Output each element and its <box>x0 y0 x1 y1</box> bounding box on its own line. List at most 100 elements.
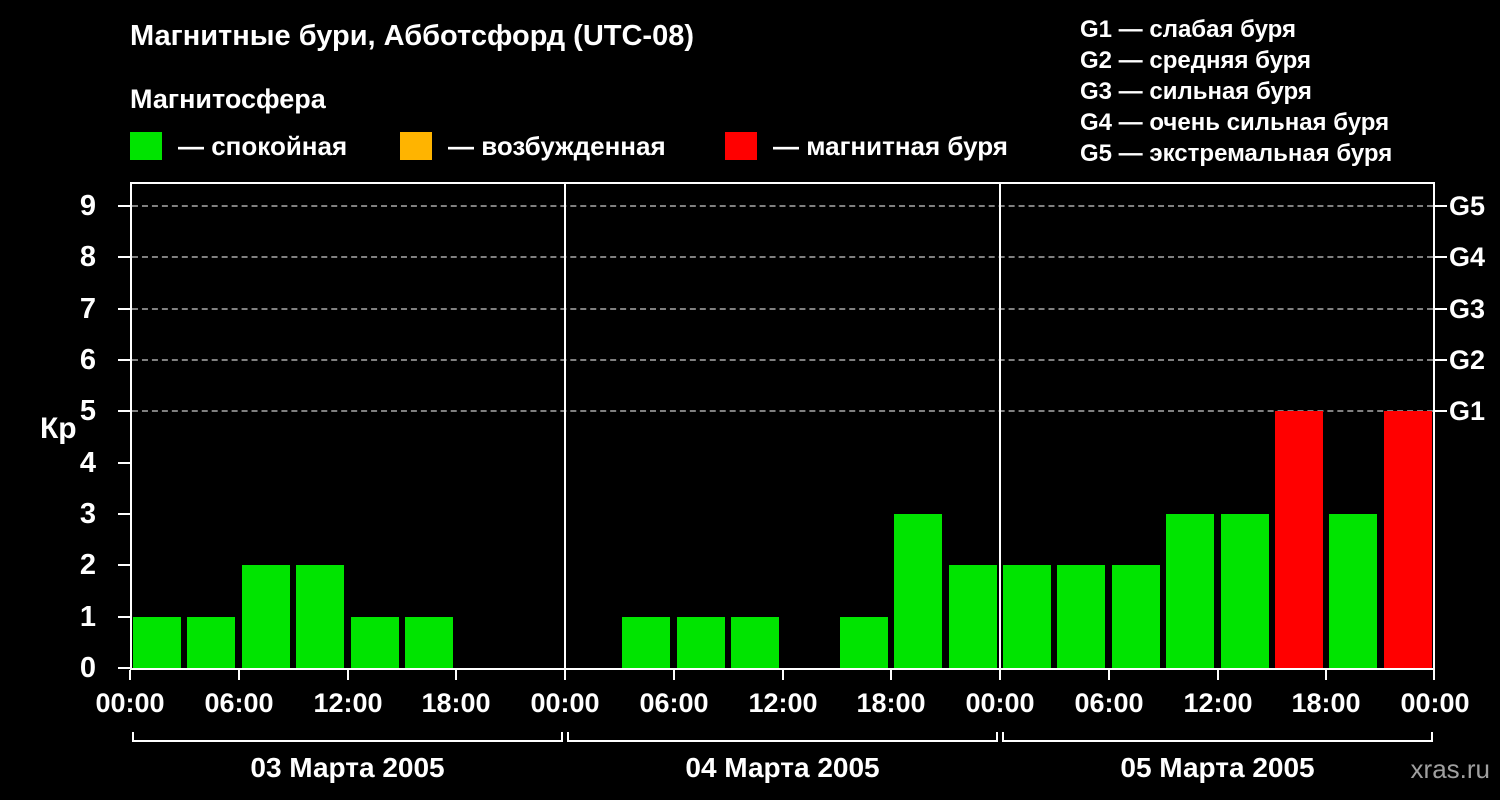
time-label: 00:00 <box>95 688 165 718</box>
legend-item: — магнитная буря <box>725 129 1008 163</box>
date-axis: 03 Марта 2005 04 Марта 2005 05 Марта 2005 <box>130 732 1435 796</box>
chart-title: Магнитные бури, Абботсфорд (UTC-08) <box>130 20 694 52</box>
plot-area <box>118 182 1447 680</box>
y-tick-label: 8 <box>79 241 96 273</box>
time-tick <box>1217 670 1219 680</box>
y-tick-label: 5 <box>79 395 96 427</box>
kp-bar <box>351 617 399 668</box>
kp-bar <box>405 617 453 668</box>
kp-bar <box>1221 514 1269 668</box>
y-axis-tick-labels: 0 1 2 3 4 5 6 7 8 9 <box>0 182 116 684</box>
time-tick <box>1325 670 1327 680</box>
kp-bar <box>1166 514 1214 668</box>
time-tick <box>347 670 349 680</box>
legend-color-swatch <box>400 132 432 160</box>
legend-item-label: — возбужденная <box>448 130 666 161</box>
y-axis-tick <box>118 359 130 361</box>
time-label: 18:00 <box>856 688 926 718</box>
kp-bar <box>1384 411 1432 668</box>
day-divider <box>999 182 1001 670</box>
date-label: 03 Марта 2005 <box>250 752 445 783</box>
time-tick <box>999 670 1001 680</box>
y-tick-label: 6 <box>79 344 96 376</box>
kp-bar <box>1057 565 1105 668</box>
gridline-g4 <box>132 256 1433 258</box>
kp-bar <box>133 617 181 668</box>
y-axis-tick <box>118 462 130 464</box>
g-level-label: G2 <box>1449 345 1486 375</box>
right-axis-tick <box>1435 410 1447 412</box>
gridline-g3 <box>132 308 1433 310</box>
time-tick <box>673 670 675 680</box>
y-axis-tick <box>118 616 130 618</box>
magnetosphere-label: Магнитосфера <box>130 84 326 114</box>
time-label: 18:00 <box>1291 688 1361 718</box>
day-bracket <box>1002 740 1433 742</box>
kp-bar <box>1003 565 1051 668</box>
time-label: 00:00 <box>1400 688 1470 718</box>
time-tick <box>238 670 240 680</box>
legend-item: — возбужденная <box>400 129 666 163</box>
time-tick <box>129 670 131 680</box>
g-legend-line: G5 — экстремальная буря <box>1080 140 1393 167</box>
time-tick <box>1433 670 1435 680</box>
y-axis-tick <box>118 410 130 412</box>
gridline-g5 <box>132 205 1433 207</box>
y-tick-label: 1 <box>79 601 96 633</box>
day-bracket-end <box>132 732 134 740</box>
legend-item: — спокойная <box>130 129 347 163</box>
kp-bar <box>677 617 725 668</box>
y-axis-tick <box>118 256 130 258</box>
time-label: 18:00 <box>421 688 491 718</box>
time-label: 00:00 <box>965 688 1035 718</box>
day-bracket-end <box>1431 732 1433 740</box>
kp-bar <box>296 565 344 668</box>
g-legend-line: G2 — средняя буря <box>1080 47 1311 74</box>
g-level-label: G1 <box>1449 396 1486 426</box>
kp-bar <box>242 565 290 668</box>
x-axis-time-labels: 00:00 06:00 12:00 18:00 00:00 06:00 12:00 18:00… <box>95 688 1469 724</box>
time-label: 12:00 <box>313 688 383 718</box>
kp-bar <box>622 617 670 668</box>
day-bracket-end <box>1002 732 1004 740</box>
legend-item-label: — магнитная буря <box>773 130 1008 161</box>
y-axis-tick <box>118 513 130 515</box>
g-legend-line: G1 — слабая буря <box>1080 16 1297 43</box>
time-tick <box>564 670 566 680</box>
g-level-label: G3 <box>1449 294 1486 324</box>
right-axis-tick <box>1435 205 1447 207</box>
legend-color-swatch <box>130 132 162 160</box>
time-label: 06:00 <box>204 688 274 718</box>
date-label: 04 Марта 2005 <box>685 752 880 783</box>
time-tick <box>1108 670 1110 680</box>
time-label: 00:00 <box>530 688 600 718</box>
right-axis-tick <box>1435 359 1447 361</box>
right-axis-tick <box>1435 308 1447 310</box>
gridline-g2 <box>132 359 1433 361</box>
magnetosphere-legend: — спокойная — возбужденная — магнитная бур… <box>130 129 1130 165</box>
kp-bar <box>187 617 235 668</box>
g-level-label: G5 <box>1449 191 1486 221</box>
y-tick-label: 7 <box>79 293 96 325</box>
plot-border-right <box>1433 182 1435 670</box>
g-level-label: G4 <box>1449 242 1486 272</box>
time-label: 12:00 <box>1183 688 1253 718</box>
day-bracket-end <box>996 732 998 740</box>
y-axis-tick <box>118 564 130 566</box>
right-axis-tick <box>1435 256 1447 258</box>
y-axis-tick <box>118 667 130 669</box>
time-tick <box>890 670 892 680</box>
g-legend-line: G3 — сильная буря <box>1080 78 1312 105</box>
time-tick <box>782 670 784 680</box>
g-legend-line: G4 — очень сильная буря <box>1080 109 1390 136</box>
y-tick-label: 3 <box>79 498 96 530</box>
gridline-g1 <box>132 410 1433 412</box>
y-tick-label: 0 <box>79 652 96 684</box>
time-label: 06:00 <box>1074 688 1144 718</box>
right-axis-g-labels: G1 G2 G3 G4 G5 <box>1449 182 1500 670</box>
kp-bar <box>949 565 997 668</box>
y-tick-label: 2 <box>79 549 96 581</box>
watermark: xras.ru <box>1410 754 1490 784</box>
plot-border-top <box>130 182 1435 184</box>
